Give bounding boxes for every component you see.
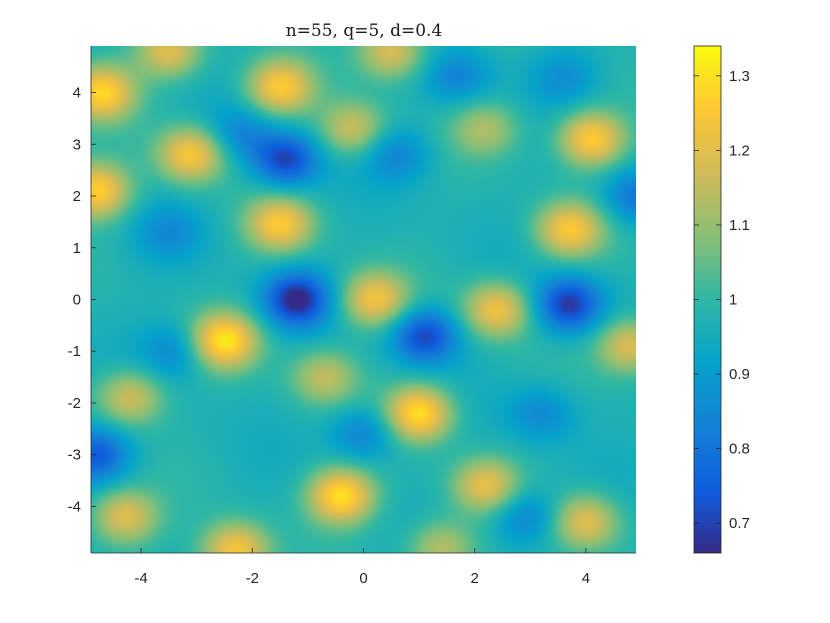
x-tick-label: 2 [471,570,479,587]
x-tick-label: -2 [246,570,259,587]
y-tick-label: -1 [68,343,81,360]
x-axis: -4 -2 0 2 4 [134,548,590,587]
heatmap-surface [91,46,636,553]
y-tick-label: 3 [73,136,81,153]
colorbar-tick-label: 0.8 [729,441,750,458]
y-tick-label: 0 [73,292,81,309]
x-tick-label: -4 [134,570,147,587]
x-tick-label: 4 [582,570,590,587]
colorbar-tick-label: 1 [729,292,737,309]
y-axis: 4 3 2 1 0 -1 -2 -3 -4 [68,85,96,515]
colorbar: 1.3 1.2 1.1 1 0.9 0.8 0.7 [693,45,750,554]
colorbar-tick-label: 1.2 [729,142,750,159]
plot-area [91,46,636,553]
colorbar-tick-label: 1.3 [729,68,750,85]
y-tick-label: -3 [68,447,81,464]
y-tick-label: -4 [68,498,81,515]
y-tick-label: 1 [73,240,81,257]
colorbar-tick-label: 0.7 [729,515,750,532]
colorbar-tick-label: 1.1 [729,217,750,234]
x-tick-label: 0 [359,570,367,587]
y-tick-label: 2 [73,188,81,205]
y-tick-label: -2 [68,395,81,412]
y-tick-label: 4 [73,85,81,102]
colorbar-ticks: 1.3 1.2 1.1 1 0.9 0.8 0.7 [694,68,750,532]
chart-title: n=55, q=5, d=0.4 [286,21,443,41]
colorbar-tick-label: 0.9 [729,366,750,383]
